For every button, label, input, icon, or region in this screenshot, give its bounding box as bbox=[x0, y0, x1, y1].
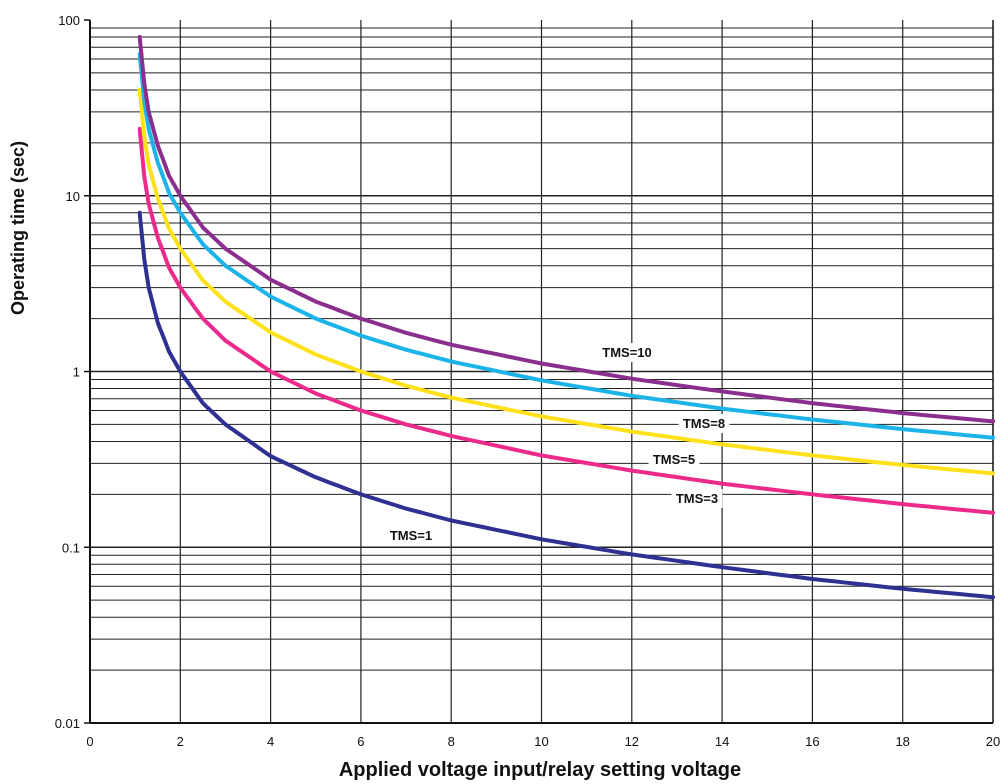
series-label: TMS=5 bbox=[653, 452, 695, 467]
x-tick-label: 0 bbox=[86, 734, 93, 749]
series-label-background bbox=[597, 343, 657, 362]
x-tick-label: 8 bbox=[448, 734, 455, 749]
curves bbox=[137, 35, 995, 600]
y-tick-label: 1 bbox=[73, 365, 80, 380]
grid bbox=[90, 20, 993, 723]
x-tick-label: 14 bbox=[715, 734, 729, 749]
series-label-background bbox=[678, 414, 730, 433]
y-tick-label: 0.01 bbox=[55, 716, 80, 731]
x-tick-label: 10 bbox=[534, 734, 548, 749]
y-axis-label: Operating time (sec) bbox=[8, 141, 28, 315]
series-label: TMS=10 bbox=[602, 345, 652, 360]
x-tick-label: 6 bbox=[357, 734, 364, 749]
x-axis-label: Applied voltage input/relay setting volt… bbox=[339, 759, 741, 781]
series-label-background bbox=[385, 526, 437, 545]
series-line-tms-8 bbox=[137, 52, 995, 440]
y-tick-label: 10 bbox=[66, 189, 80, 204]
y-tick-label: 0.1 bbox=[62, 540, 80, 555]
x-tick-label: 16 bbox=[805, 734, 819, 749]
series-line-tms-1 bbox=[137, 210, 995, 600]
series-label-background bbox=[648, 450, 700, 469]
series-line-tms-3 bbox=[137, 126, 995, 515]
x-tick-label: 12 bbox=[625, 734, 639, 749]
series-label: TMS=3 bbox=[676, 491, 718, 506]
series-line-tms-5 bbox=[137, 87, 995, 476]
tick-labels: 0 2 4 6 8 10 12 14 16 18 20 0.01 0.1 1 10 100 bbox=[55, 13, 1001, 749]
series-label-background bbox=[671, 489, 723, 508]
curve-labels: TMS=1 TMS=3 TMS=5 TMS=8 TMS=10 bbox=[385, 343, 730, 545]
x-tick-label: 18 bbox=[895, 734, 909, 749]
x-tick-label: 20 bbox=[986, 734, 1000, 749]
x-tick-label: 4 bbox=[267, 734, 274, 749]
series-label: TMS=8 bbox=[683, 416, 725, 431]
x-tick-label: 2 bbox=[177, 734, 184, 749]
series-line-tms-10 bbox=[137, 35, 995, 424]
series-label: TMS=1 bbox=[390, 528, 432, 543]
axes bbox=[84, 19, 994, 724]
y-tick-label: 100 bbox=[58, 13, 80, 28]
